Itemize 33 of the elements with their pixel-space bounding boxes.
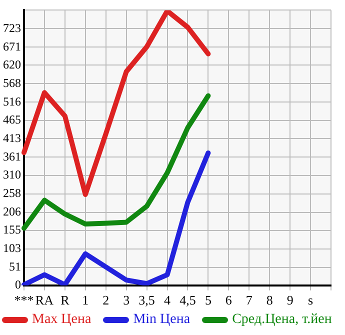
legend-label: Сред.Цена, т.йен: [232, 312, 332, 328]
y-tick-label: 361: [3, 149, 21, 164]
y-tick-label: 671: [3, 39, 21, 54]
x-tick-label: 4,5: [180, 292, 196, 308]
legend-label: Min Цена: [133, 312, 190, 328]
x-tick-label: 1: [82, 292, 89, 308]
y-tick-label: 0: [15, 278, 21, 292]
x-tick-label: 5: [204, 292, 212, 308]
y-tick-label: 155: [3, 222, 21, 237]
x-tick-label: 4: [164, 292, 172, 308]
x-tick-label: R: [60, 292, 70, 308]
x-tick-label: 3: [123, 292, 130, 308]
y-tick-label: 103: [3, 240, 21, 255]
y-tick-label: 516: [3, 94, 21, 108]
y-tick-label: 465: [3, 112, 21, 126]
legend-label: Max Цена: [32, 312, 92, 328]
x-tick-label: 3,5: [138, 292, 155, 308]
y-tick-label: 620: [3, 57, 21, 72]
x-tick-label: ***: [14, 292, 34, 308]
y-tick-label: 723: [3, 20, 21, 35]
y-tick-label: 568: [3, 76, 21, 90]
x-tick-label: 8: [266, 292, 273, 308]
x-tick-label: 2: [102, 292, 110, 308]
y-tick-label: 51: [9, 259, 21, 274]
y-tick-label: 413: [3, 130, 21, 145]
y-tick-label: 258: [3, 186, 21, 200]
x-tick-label: s: [308, 292, 314, 308]
x-tick-label: 7: [246, 292, 253, 308]
x-tick-label: RA: [35, 292, 54, 308]
y-tick-label: 310: [3, 167, 21, 182]
y-tick-label: 206: [3, 204, 21, 218]
x-tick-label: 6: [225, 292, 232, 308]
x-tick-label: 9: [286, 292, 294, 308]
